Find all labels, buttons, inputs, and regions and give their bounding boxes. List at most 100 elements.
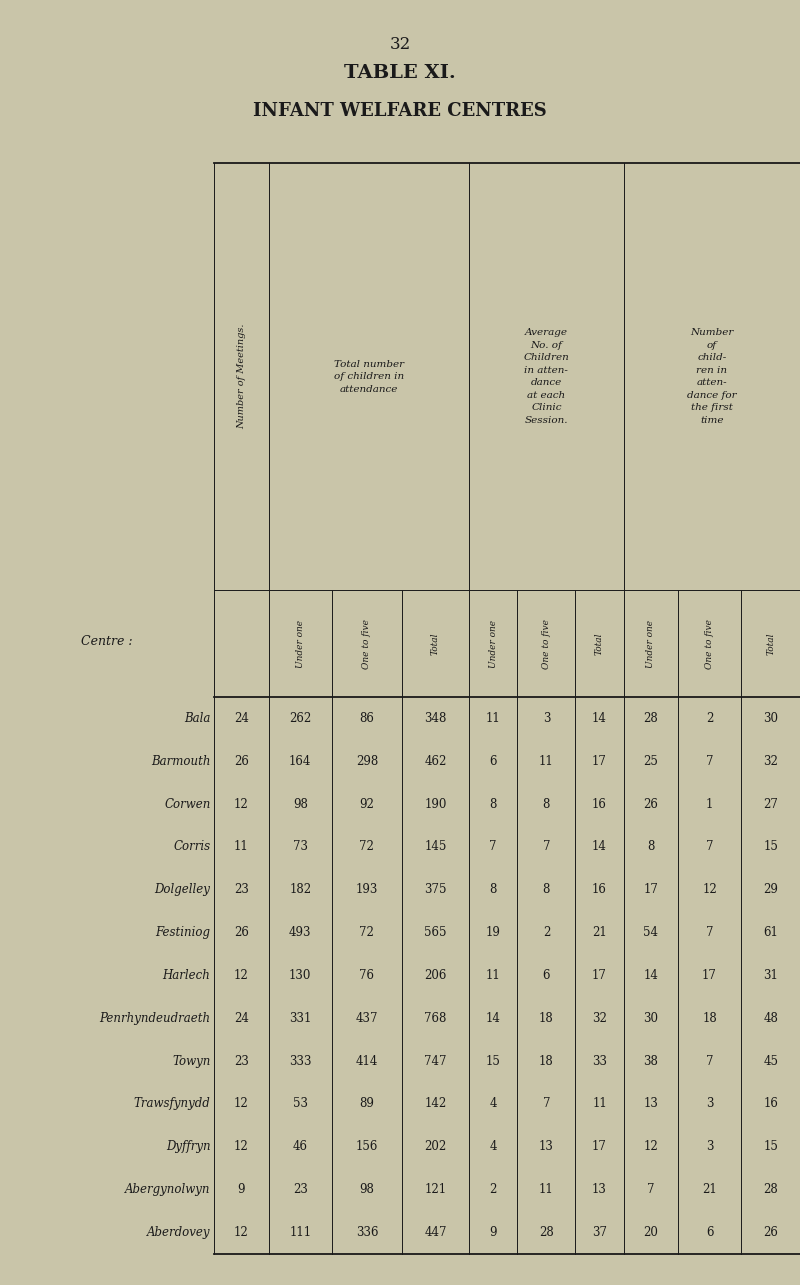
Text: 3: 3 — [706, 1140, 714, 1153]
Text: 73: 73 — [293, 840, 308, 853]
Text: 26: 26 — [763, 1226, 778, 1239]
Text: 768: 768 — [424, 1011, 446, 1024]
Text: 23: 23 — [293, 1183, 308, 1196]
Text: 414: 414 — [356, 1055, 378, 1068]
Text: 7: 7 — [706, 1055, 714, 1068]
Text: 17: 17 — [592, 754, 607, 768]
Text: 462: 462 — [424, 754, 446, 768]
Text: Penrhyndeudraeth: Penrhyndeudraeth — [99, 1011, 210, 1024]
Text: 12: 12 — [234, 1226, 249, 1239]
Text: 13: 13 — [539, 1140, 554, 1153]
Text: 1: 1 — [706, 798, 714, 811]
Text: 33: 33 — [592, 1055, 607, 1068]
Text: 12: 12 — [234, 798, 249, 811]
Text: 202: 202 — [424, 1140, 446, 1153]
Text: 11: 11 — [539, 1183, 554, 1196]
Text: 86: 86 — [359, 712, 374, 725]
Text: 28: 28 — [643, 712, 658, 725]
Text: Total: Total — [766, 632, 775, 655]
Text: 38: 38 — [643, 1055, 658, 1068]
Text: 14: 14 — [592, 840, 607, 853]
Text: Trawsfynydd: Trawsfynydd — [134, 1097, 210, 1110]
Text: 89: 89 — [359, 1097, 374, 1110]
Text: 331: 331 — [289, 1011, 311, 1024]
Text: 15: 15 — [763, 1140, 778, 1153]
Text: 8: 8 — [647, 840, 654, 853]
Text: 26: 26 — [234, 926, 249, 939]
Text: 23: 23 — [234, 1055, 249, 1068]
Text: 12: 12 — [234, 1097, 249, 1110]
Text: 17: 17 — [592, 1140, 607, 1153]
Text: 193: 193 — [356, 883, 378, 896]
Text: One to five: One to five — [705, 618, 714, 668]
Text: 14: 14 — [643, 969, 658, 982]
Text: 2: 2 — [490, 1183, 497, 1196]
Text: 18: 18 — [539, 1011, 554, 1024]
Text: 6: 6 — [706, 1226, 714, 1239]
Text: 111: 111 — [289, 1226, 311, 1239]
Text: 493: 493 — [289, 926, 311, 939]
Text: Festiniog: Festiniog — [155, 926, 210, 939]
Text: 29: 29 — [763, 883, 778, 896]
Text: 12: 12 — [234, 1140, 249, 1153]
Text: 4: 4 — [490, 1140, 497, 1153]
Text: 565: 565 — [424, 926, 446, 939]
Text: 375: 375 — [424, 883, 446, 896]
Text: Harlech: Harlech — [162, 969, 210, 982]
Text: 298: 298 — [356, 754, 378, 768]
Text: 17: 17 — [702, 969, 717, 982]
Text: Abergynolwyn: Abergynolwyn — [125, 1183, 210, 1196]
Text: 262: 262 — [289, 712, 311, 725]
Text: 348: 348 — [424, 712, 446, 725]
Text: 156: 156 — [356, 1140, 378, 1153]
Text: 28: 28 — [539, 1226, 554, 1239]
Text: 32: 32 — [763, 754, 778, 768]
Text: 145: 145 — [424, 840, 446, 853]
Text: 76: 76 — [359, 969, 374, 982]
Text: Total: Total — [595, 632, 604, 655]
Text: 18: 18 — [702, 1011, 717, 1024]
Text: 12: 12 — [234, 969, 249, 982]
Text: Aberdovey: Aberdovey — [147, 1226, 210, 1239]
Text: 13: 13 — [643, 1097, 658, 1110]
Text: 8: 8 — [490, 883, 497, 896]
Text: 27: 27 — [763, 798, 778, 811]
Text: 8: 8 — [542, 798, 550, 811]
Text: Centre :: Centre : — [82, 635, 133, 648]
Text: 26: 26 — [234, 754, 249, 768]
Text: Corris: Corris — [174, 840, 210, 853]
Text: 9: 9 — [238, 1183, 246, 1196]
Text: 747: 747 — [424, 1055, 446, 1068]
Text: 2: 2 — [542, 926, 550, 939]
Text: 92: 92 — [359, 798, 374, 811]
Text: 6: 6 — [542, 969, 550, 982]
Text: 61: 61 — [763, 926, 778, 939]
Text: 25: 25 — [643, 754, 658, 768]
Text: 206: 206 — [424, 969, 446, 982]
Text: 12: 12 — [643, 1140, 658, 1153]
Text: 11: 11 — [486, 969, 501, 982]
Text: 7: 7 — [706, 840, 714, 853]
Text: Corwen: Corwen — [164, 798, 210, 811]
Text: 15: 15 — [763, 840, 778, 853]
Text: 98: 98 — [293, 798, 308, 811]
Text: 2: 2 — [706, 712, 714, 725]
Text: 37: 37 — [592, 1226, 607, 1239]
Text: 18: 18 — [539, 1055, 554, 1068]
Text: 16: 16 — [592, 798, 607, 811]
Text: 16: 16 — [763, 1097, 778, 1110]
Text: 8: 8 — [490, 798, 497, 811]
Text: 7: 7 — [542, 1097, 550, 1110]
Text: 31: 31 — [763, 969, 778, 982]
Text: 54: 54 — [643, 926, 658, 939]
Text: 45: 45 — [763, 1055, 778, 1068]
Text: 17: 17 — [643, 883, 658, 896]
Text: 4: 4 — [490, 1097, 497, 1110]
Text: 14: 14 — [486, 1011, 501, 1024]
Text: 72: 72 — [359, 840, 374, 853]
Text: 336: 336 — [356, 1226, 378, 1239]
Text: 28: 28 — [763, 1183, 778, 1196]
Text: Bala: Bala — [184, 712, 210, 725]
Text: 11: 11 — [486, 712, 501, 725]
Text: Number
of
child-
ren in
atten-
dance for
the first
time: Number of child- ren in atten- dance for… — [687, 329, 737, 425]
